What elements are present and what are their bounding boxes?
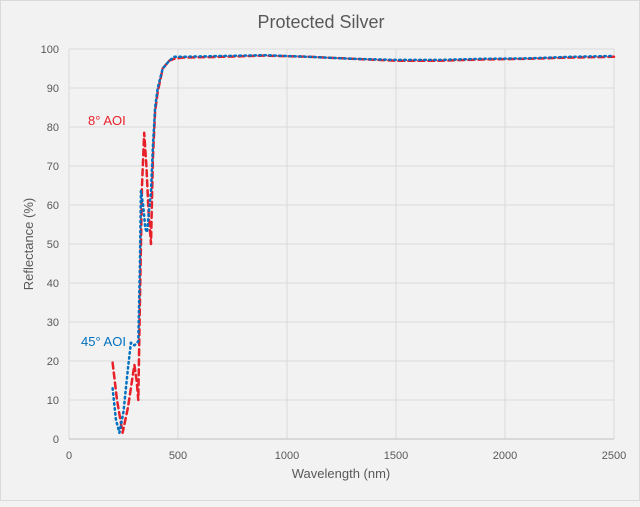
y-tick-label: 90 [47, 83, 59, 95]
y-tick-label: 10 [47, 395, 59, 407]
y-tick-label: 20 [47, 356, 59, 368]
x-tick-label: 2000 [493, 450, 517, 462]
annotation-45-aoi: 45° AOI [81, 334, 126, 349]
x-axis-label: Wavelength (nm) [292, 466, 391, 481]
y-tick-label: 100 [41, 44, 59, 56]
y-tick-label: 30 [47, 317, 59, 329]
y-tick-label: 40 [47, 278, 59, 290]
x-tick-label: 1000 [275, 450, 299, 462]
x-tick-label: 2500 [602, 450, 626, 462]
y-tick-label: 60 [47, 200, 59, 212]
x-tick-label: 1500 [384, 450, 408, 462]
annotation-8-aoi: 8° AOI [88, 113, 126, 128]
y-tick-label: 80 [47, 122, 59, 134]
y-tick-label: 70 [47, 161, 59, 173]
y-tick-label: 50 [47, 239, 59, 251]
series-line-45-aoi [111, 53, 616, 435]
y-axis-label: Reflectance (%) [21, 198, 36, 290]
chart-title: Protected Silver [257, 12, 384, 32]
x-tick-label: 0 [66, 450, 72, 462]
y-tick-label: 0 [53, 434, 59, 446]
x-tick-label: 500 [169, 450, 187, 462]
